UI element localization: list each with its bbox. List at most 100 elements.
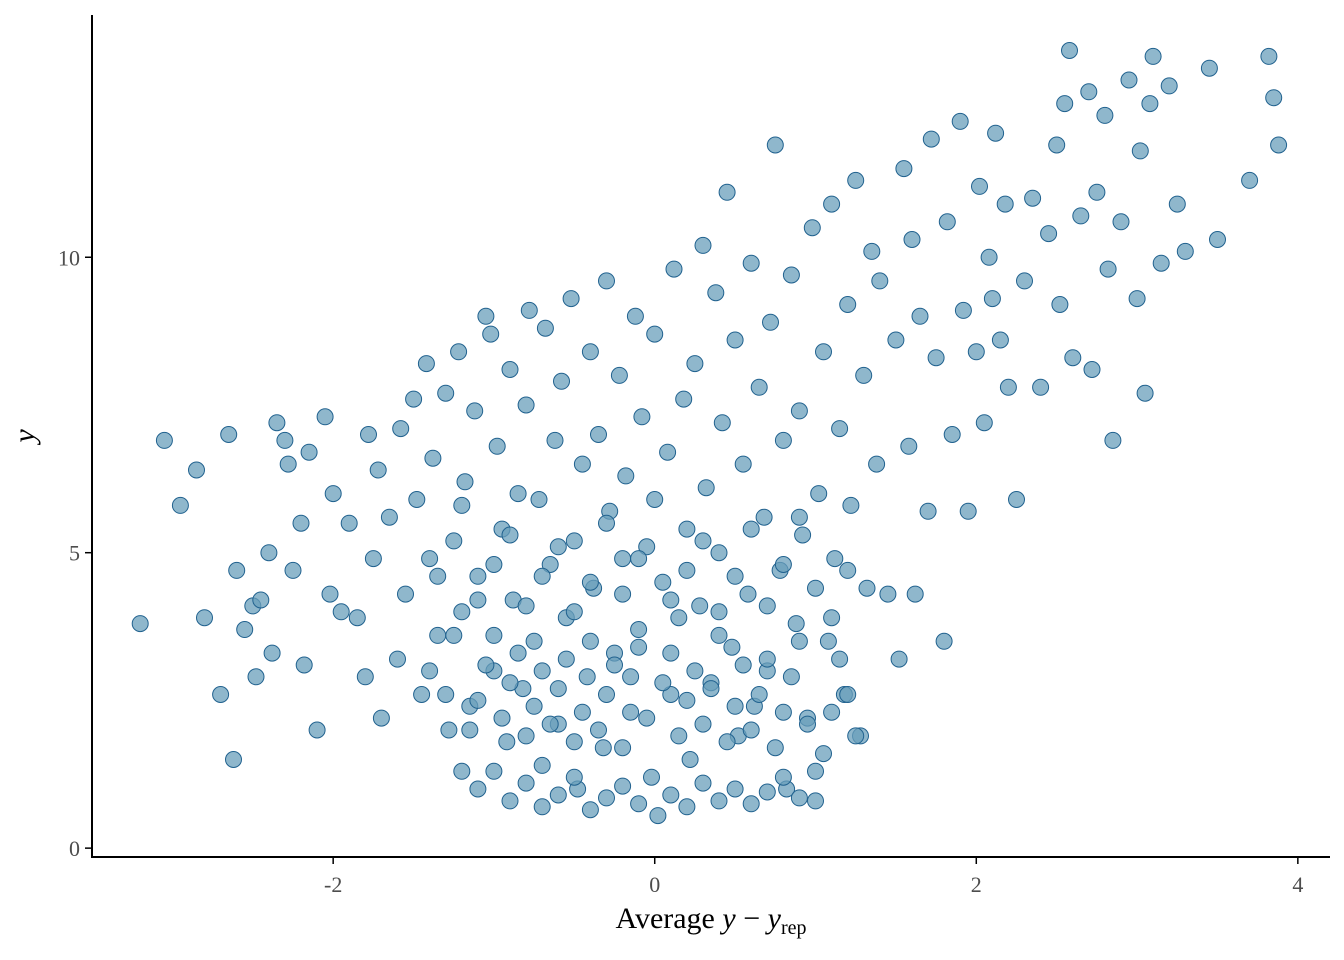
scatter-point xyxy=(525,632,543,650)
scatter-point xyxy=(316,408,334,426)
scatter-point xyxy=(573,703,591,721)
scatter-point xyxy=(999,378,1017,396)
scatter-point xyxy=(1096,106,1114,124)
scatter-point xyxy=(279,455,297,473)
scatter-point xyxy=(405,390,423,408)
scatter-point xyxy=(488,437,506,455)
scatter-point xyxy=(782,668,800,686)
scatter-point xyxy=(598,514,615,532)
scatter-point xyxy=(839,296,857,313)
scatter-point xyxy=(1088,183,1106,201)
scatter-point xyxy=(787,615,805,633)
scatter-point xyxy=(858,579,876,597)
scatter-point xyxy=(887,331,905,349)
scatter-point xyxy=(782,266,800,284)
scatter-point xyxy=(171,496,189,514)
scatter-point xyxy=(557,650,575,668)
scatter-point xyxy=(155,431,173,449)
scatter-point xyxy=(1168,195,1186,213)
scatter-point xyxy=(614,777,632,795)
scatter-point xyxy=(397,585,414,603)
scatter-point xyxy=(469,591,487,609)
scatter-point xyxy=(1265,89,1283,107)
scatter-point xyxy=(466,402,484,420)
scatter-point xyxy=(678,561,696,579)
scatter-point xyxy=(807,762,824,780)
scatter-point xyxy=(868,455,886,473)
scatter-point xyxy=(766,136,784,154)
scatter-point xyxy=(790,402,808,420)
scatter-point xyxy=(517,396,535,414)
scatter-point xyxy=(678,798,696,816)
scatter-point xyxy=(437,686,455,703)
y-axis-title: y xyxy=(8,429,41,446)
scatter-point xyxy=(247,668,265,686)
scatter-point xyxy=(324,485,342,503)
scatter-point xyxy=(1241,171,1259,189)
scatter-point xyxy=(662,644,680,662)
scatter-point xyxy=(610,366,628,384)
scatter-point xyxy=(654,674,672,692)
scatter-point xyxy=(284,561,302,579)
scatter-point xyxy=(553,372,570,390)
scatter-point xyxy=(890,650,908,668)
scatter-point xyxy=(520,301,538,319)
scatter-point xyxy=(694,715,712,733)
scatter-point xyxy=(726,331,744,349)
scatter-point xyxy=(935,632,953,650)
x-axis-title: Average y − yrep xyxy=(616,902,807,939)
scatter-point xyxy=(1200,59,1218,77)
scatter-point xyxy=(665,260,683,278)
scatter-point xyxy=(790,789,808,807)
scatter-point xyxy=(654,573,672,591)
scatter-point xyxy=(525,697,543,715)
scatter-point xyxy=(742,520,760,538)
scatter-point xyxy=(598,686,615,703)
points-layer xyxy=(131,42,1288,825)
scatter-point xyxy=(469,780,487,798)
x-axis-title-operator: − xyxy=(736,902,768,935)
scatter-point xyxy=(268,414,286,432)
scatter-point xyxy=(987,124,1005,142)
scatter-point xyxy=(726,780,744,798)
scatter-point xyxy=(694,532,712,550)
scatter-point xyxy=(675,390,693,408)
scatter-point xyxy=(360,426,377,443)
scatter-point xyxy=(501,526,519,544)
scatter-point xyxy=(549,538,567,556)
scatter-point xyxy=(879,585,897,603)
scatter-point xyxy=(578,668,596,686)
x-tick-label: 2 xyxy=(971,872,982,897)
scatter-point xyxy=(815,343,832,361)
scatter-point xyxy=(819,632,837,650)
scatter-point xyxy=(1131,142,1149,160)
scatter-point xyxy=(429,626,447,644)
scatter-point xyxy=(799,715,816,733)
scatter-point xyxy=(826,550,844,568)
x-axis-title-prefix: Average xyxy=(616,902,723,935)
scatter-point xyxy=(260,544,278,562)
scatter-point xyxy=(694,774,712,792)
scatter-point xyxy=(646,325,664,343)
scatter-point xyxy=(263,644,281,662)
scatter-point xyxy=(1032,378,1050,396)
scatter-point xyxy=(971,177,988,195)
scatter-point xyxy=(847,171,865,189)
scatter-point xyxy=(1080,83,1098,101)
scatter-point xyxy=(456,473,474,491)
scatter-point xyxy=(536,319,554,337)
scatter-point xyxy=(581,343,599,361)
scatter-point xyxy=(220,426,238,443)
scatter-point xyxy=(807,792,824,810)
scatter-point xyxy=(662,591,680,609)
scatter-point xyxy=(530,491,548,508)
scatter-point xyxy=(392,420,410,438)
scatter-point xyxy=(594,739,612,757)
scatter-point xyxy=(1040,225,1058,243)
scatter-point xyxy=(1056,95,1074,113)
scatter-point xyxy=(421,662,439,680)
scatter-point xyxy=(445,626,463,644)
scatter-point xyxy=(967,343,985,361)
scatter-point xyxy=(1141,95,1159,113)
scatter-point xyxy=(1152,254,1170,272)
